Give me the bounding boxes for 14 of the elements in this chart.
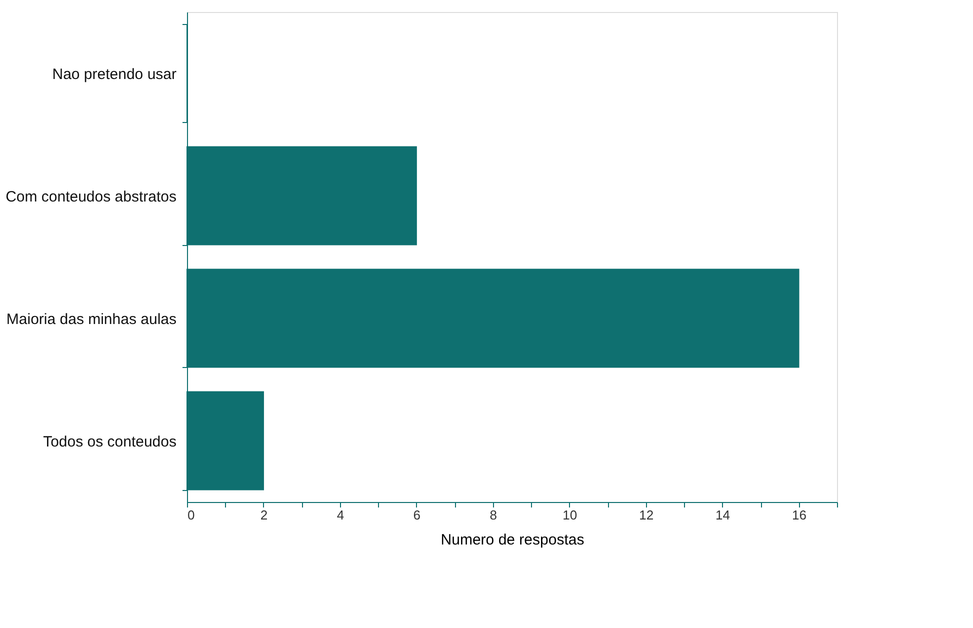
x-tick-label: 12 [639,508,654,522]
x-tick-label: 6 [413,508,421,522]
x-tick-label: 10 [562,508,578,522]
x-axis-title: Numero de respostas [440,532,584,548]
x-tick-label: 2 [260,508,268,522]
x-tick-label: 16 [792,508,806,522]
x-tick-label: 4 [336,508,344,522]
y-tick-label: Nao pretendo usar [52,66,177,83]
y-tick-label: Maioria das minhas aulas [6,310,176,328]
x-tick-label: 0 [188,508,195,522]
x-tick-label: 14 [716,508,730,522]
y-tick-label: Todos os conteudos [43,433,176,450]
y-tick-label: Com conteudos abstratos [6,188,176,206]
x-tick-label: 8 [490,508,497,522]
